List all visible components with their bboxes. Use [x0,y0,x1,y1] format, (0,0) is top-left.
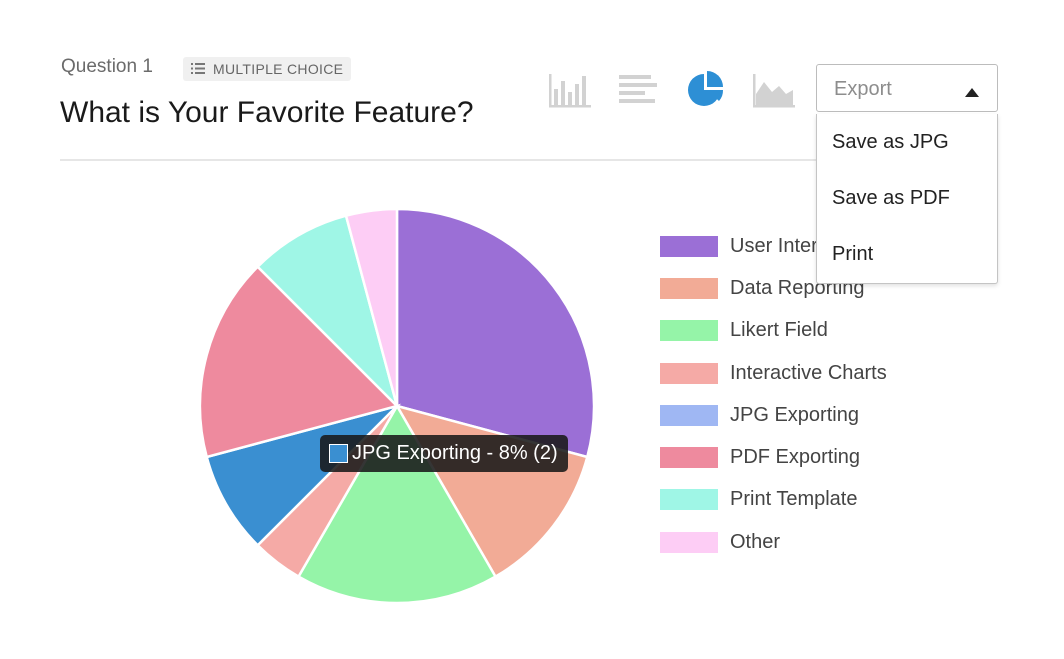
tooltip-swatch [329,444,348,463]
legend-swatch [660,277,718,299]
menu-item-print[interactable]: Print [832,242,874,265]
caret-up-icon [965,84,979,102]
pie-chart-toggle[interactable] [682,70,730,110]
menu-item-save-pdf[interactable]: Save as PDF [832,186,950,209]
legend-label: Likert Field [730,319,828,342]
legend-item[interactable]: PDF Exporting [660,436,887,478]
legend-swatch [660,489,718,511]
chart-legend: User Interface Data Reporting Likert Fie… [660,225,887,563]
pie-chart-icon [688,71,724,106]
menu-item-save-jpg[interactable]: Save as JPG [832,130,949,153]
question-title: What is Your Favorite Feature? [60,96,474,129]
legend-label: PDF Exporting [730,446,861,469]
chart-tooltip: JPG Exporting - 8% (2) [320,435,568,472]
tooltip-text: JPG Exporting - 8% (2) [352,442,558,464]
legend-swatch [660,320,718,342]
legend-item[interactable]: Other [660,521,887,563]
horizontal-bar-chart-icon [619,75,657,103]
legend-swatch [660,404,718,426]
pie-slice[interactable] [255,214,400,411]
bar-chart-toggle[interactable] [546,70,594,110]
list-icon [191,61,205,77]
legend-item[interactable]: Interactive Charts [660,352,887,394]
question-type-label: MULTIPLE CHOICE [213,61,344,77]
export-menu: Save as JPG Save as PDF Print [816,114,998,284]
header-divider [60,159,820,161]
legend-swatch [660,235,718,257]
area-chart-toggle[interactable] [750,70,798,110]
chart-type-toggles [546,70,818,110]
legend-item[interactable]: Likert Field [660,310,887,352]
legend-item[interactable]: JPG Exporting [660,394,887,436]
bar-chart-icon [549,74,591,108]
legend-swatch [660,362,718,384]
legend-label: Interactive Charts [730,361,887,384]
legend-swatch [660,447,718,469]
pie-slice[interactable] [296,403,498,605]
horizontal-bar-chart-toggle[interactable] [614,70,662,110]
question-type-badge: MULTIPLE CHOICE [183,57,352,81]
export-label: Export [834,78,892,100]
legend-label: JPG Exporting [730,403,859,426]
legend-item[interactable]: Print Template [660,479,887,521]
pie-slice[interactable] [344,207,399,407]
export-dropdown[interactable]: Export [816,64,998,112]
legend-label: Print Template [730,488,858,511]
pie-slice[interactable] [198,264,400,459]
pie-slice[interactable] [395,207,596,459]
area-chart-icon [753,74,795,108]
question-label: Question 1 [61,56,153,77]
legend-swatch [660,531,718,553]
legend-label: Other [730,530,781,553]
